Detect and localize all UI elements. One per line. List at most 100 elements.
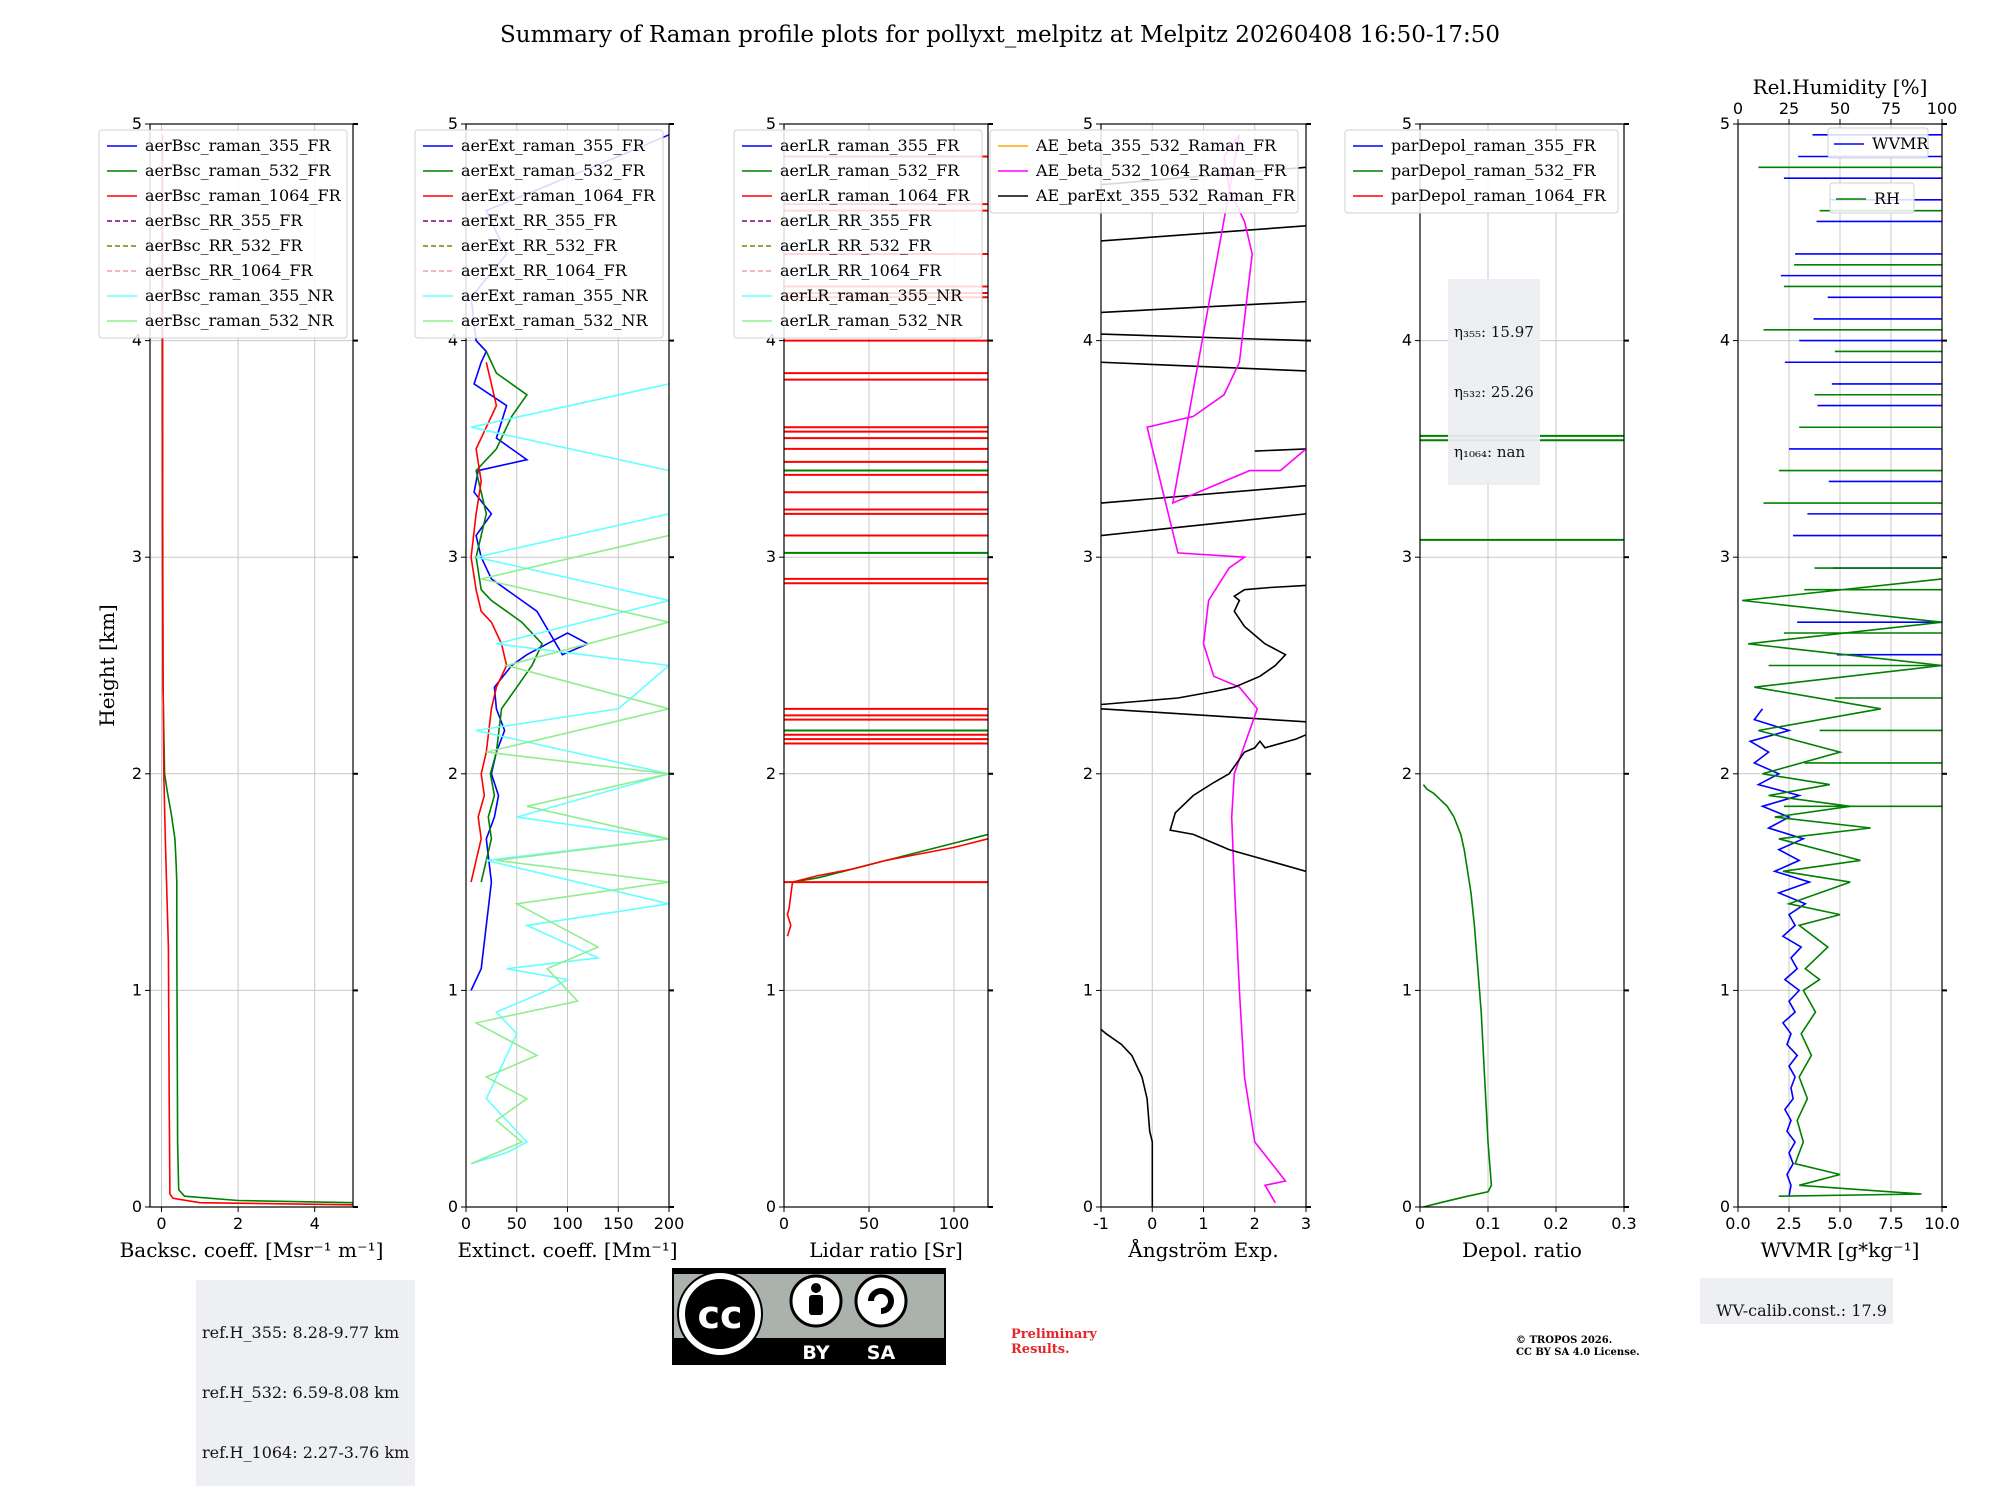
x-tick-label: 1 bbox=[1198, 1214, 1208, 1233]
legend-label: AE_beta_532_1064_Raman_FR bbox=[1035, 161, 1287, 180]
series-line-aerExt_raman_1064_FR bbox=[470, 362, 508, 883]
y-tick-label: 4 bbox=[132, 331, 142, 350]
legend-label: aerLR_RR_355_FR bbox=[780, 211, 932, 230]
ref-height-532: ref.H_532: 6.59-8.08 km bbox=[202, 1383, 400, 1402]
y-tick-label: 1 bbox=[448, 980, 458, 999]
y-tick-label: 3 bbox=[448, 547, 458, 566]
wv-calib-box: WV-calib.const.: 17.9 bbox=[1700, 1278, 1893, 1324]
y-tick-label: 4 bbox=[1083, 331, 1093, 350]
legend-label: parDepol_raman_532_FR bbox=[1391, 161, 1597, 180]
legend-label: parDepol_raman_1064_FR bbox=[1391, 186, 1607, 205]
y-tick-label: 2 bbox=[1083, 764, 1093, 783]
legend-label: aerLR_raman_1064_FR bbox=[780, 186, 970, 205]
figure-canvas: 0 2 4 0 1 2 3 4 5 Backsc. coeff. [Msr⁻¹ m⁻¹] Heigh… bbox=[95, 75, 1960, 1262]
legend-label: WVMR bbox=[1872, 134, 1929, 153]
top-x-tick-label: 25 bbox=[1779, 99, 1799, 118]
legend-label: aerBsc_RR_1064_FR bbox=[145, 261, 314, 280]
extinction-panel: 0 50 100 150 200 0 1 2 3 4 5 Extinct. coeff. [Mm⁻¹]… bbox=[414, 114, 685, 1262]
x-tick-label: 0.3 bbox=[1611, 1214, 1636, 1233]
x-axis-label: Backsc. coeff. [Msr⁻¹ m⁻¹] bbox=[120, 1238, 384, 1262]
legend-label: aerBsc_raman_355_FR bbox=[145, 136, 331, 155]
segment-line bbox=[1101, 361, 1306, 372]
copyright-line-2: CC BY SA 4.0 License. bbox=[1516, 1347, 1640, 1358]
x-axis-label: Depol. ratio bbox=[1462, 1238, 1582, 1262]
series-line-RH bbox=[1742, 578, 1942, 1197]
segment-line bbox=[1101, 300, 1306, 314]
legend-label: aerLR_raman_355_NR bbox=[780, 286, 963, 305]
x-tick-label: 200 bbox=[654, 1214, 685, 1233]
x-tick-label: 50 bbox=[859, 1214, 879, 1233]
axes-frame bbox=[783, 123, 989, 1208]
preliminary-notice: Preliminary Results. bbox=[1011, 1327, 1097, 1357]
x-tick-label: 0 bbox=[1415, 1214, 1425, 1233]
ref-height-355: ref.H_355: 8.28-9.77 km bbox=[202, 1323, 400, 1342]
legend-box bbox=[414, 129, 664, 339]
y-axis-label: Height [km] bbox=[95, 604, 119, 726]
x-tick-label: 0 bbox=[779, 1214, 789, 1233]
y-tick-label: 3 bbox=[1083, 547, 1093, 566]
legend-label: aerExt_raman_355_NR bbox=[461, 286, 649, 305]
y-tick-label: 5 bbox=[1720, 114, 1730, 133]
y-tick-label: 4 bbox=[1402, 331, 1412, 350]
eta-1064: η₁₀₆₄: nan bbox=[1454, 443, 1526, 461]
segment-line bbox=[1101, 708, 1306, 723]
cc-license-badge: cc BY SA bbox=[672, 1268, 946, 1365]
legend-label: aerBsc_RR_355_FR bbox=[145, 211, 303, 230]
y-tick-label: 5 bbox=[448, 114, 458, 133]
x-tick-label: 7.5 bbox=[1878, 1214, 1903, 1233]
legend-label: aerLR_raman_355_FR bbox=[780, 136, 960, 155]
x-tick-label: 4 bbox=[310, 1214, 320, 1233]
preliminary-line-2: Results. bbox=[1011, 1342, 1070, 1357]
x-tick-label: 0 bbox=[156, 1214, 166, 1233]
legend-label: aerBsc_raman_532_FR bbox=[145, 161, 331, 180]
x-axis-label: Extinct. coeff. [Mm⁻¹] bbox=[457, 1238, 677, 1262]
legend-label: aerExt_RR_1064_FR bbox=[461, 261, 628, 280]
legend-label: aerExt_raman_355_FR bbox=[461, 136, 646, 155]
legend-label: aerLR_raman_532_FR bbox=[780, 161, 960, 180]
y-tick-label: 0 bbox=[1720, 1197, 1730, 1216]
y-tick-label: 4 bbox=[766, 331, 776, 350]
cc-circle-inner bbox=[685, 1279, 755, 1349]
x-axis-label: Lidar ratio [Sr] bbox=[809, 1238, 963, 1262]
by-person-head-icon bbox=[811, 1283, 821, 1293]
y-tick-label: 0 bbox=[132, 1197, 142, 1216]
x-tick-label: 10.0 bbox=[1924, 1214, 1960, 1233]
y-tick-label: 5 bbox=[766, 114, 776, 133]
copyright-notice: © TROPOS 2026. CC BY SA 4.0 License. bbox=[1516, 1335, 1640, 1359]
legend-label: aerExt_RR_532_FR bbox=[461, 236, 618, 255]
top-x-axis-label: Rel.Humidity [%] bbox=[1753, 75, 1928, 99]
series-line-AE_parExt_355_532_Raman_FR_upper bbox=[1169, 734, 1306, 873]
y-tick-label: 3 bbox=[1402, 547, 1412, 566]
lidar-ratio-panel: 0 50 100 0 1 2 3 4 5 Lidar ratio [Sr] aerLR_raman_… bbox=[733, 114, 993, 1262]
by-person-body-icon bbox=[809, 1295, 823, 1315]
segment-line bbox=[1101, 225, 1306, 242]
legend-box bbox=[1827, 127, 1929, 159]
eta-532: η₅₃₂: 25.26 bbox=[1454, 383, 1534, 401]
series-line-aerLR_raman_1064_FR bbox=[786, 838, 988, 937]
y-tick-label: 2 bbox=[766, 764, 776, 783]
y-tick-label: 2 bbox=[1402, 764, 1412, 783]
x-tick-label: 150 bbox=[603, 1214, 634, 1233]
legend-label: AE_beta_355_532_Raman_FR bbox=[1035, 136, 1277, 155]
x-tick-label: 5.0 bbox=[1827, 1214, 1852, 1233]
y-tick-label: 3 bbox=[1720, 547, 1730, 566]
y-tick-label: 3 bbox=[132, 547, 142, 566]
sa-label: SA bbox=[867, 1342, 896, 1364]
legend-label: aerExt_raman_1064_FR bbox=[461, 186, 656, 205]
series-line-WVMR bbox=[1748, 708, 1812, 1197]
y-tick-label: 1 bbox=[1720, 980, 1730, 999]
eta-box: η₃₅₅: 15.97 η₅₃₂: 25.26 η₁₀₆₄: nan bbox=[1448, 279, 1540, 485]
legend-label: aerLR_RR_532_FR bbox=[780, 236, 932, 255]
top-x-tick-label: 0 bbox=[1733, 99, 1743, 118]
y-tick-label: 3 bbox=[766, 547, 776, 566]
axes-frame bbox=[1419, 123, 1625, 1208]
legend-label: aerBsc_raman_1064_FR bbox=[145, 186, 342, 205]
eta-355: η₃₅₅: 15.97 bbox=[1454, 323, 1534, 341]
series-line-aerExt_raman_532_NR bbox=[470, 394, 669, 1165]
x-tick-label: -1 bbox=[1093, 1214, 1109, 1233]
sa-share-icon bbox=[854, 1274, 908, 1328]
y-tick-label: 0 bbox=[1402, 1197, 1412, 1216]
series-line-parDepol_raman_532_FR bbox=[1422, 784, 1493, 1207]
x-tick-label: 0 bbox=[461, 1214, 471, 1233]
